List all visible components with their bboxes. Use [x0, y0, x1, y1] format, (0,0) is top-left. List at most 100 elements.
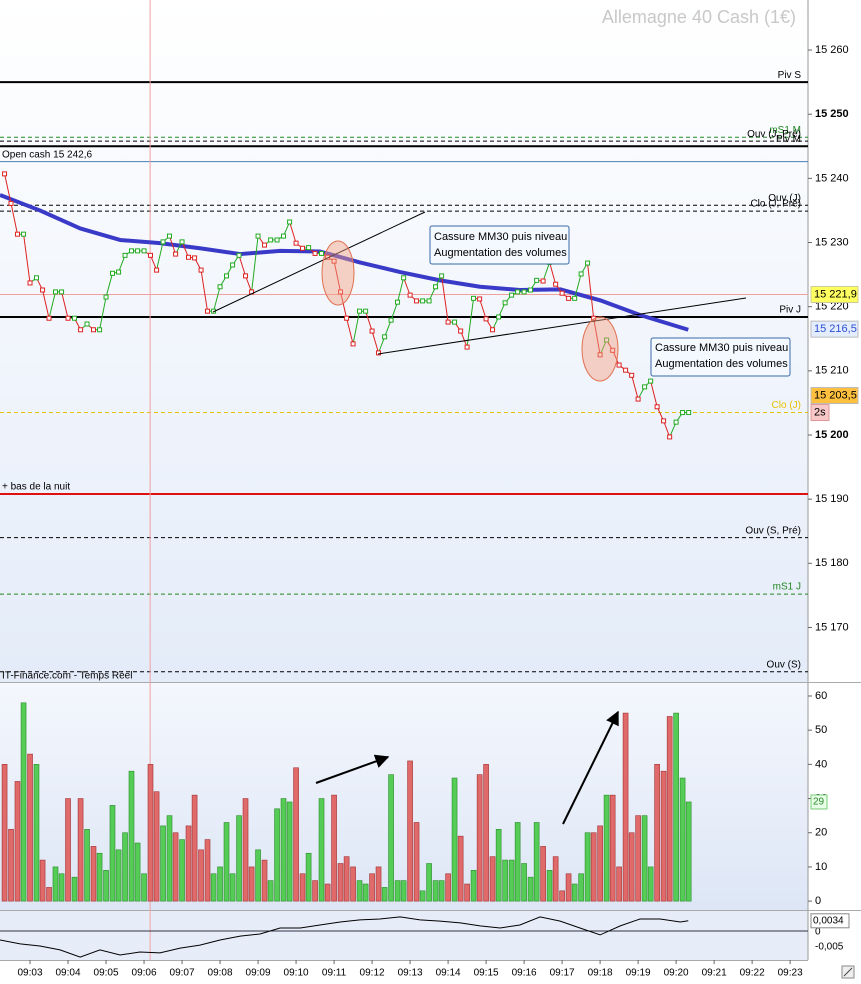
price-point [439, 273, 445, 279]
volume-bar [261, 859, 268, 902]
price-point [179, 239, 185, 245]
price-point [262, 242, 268, 248]
price-point [224, 273, 230, 279]
level-label: Ouv (S, Pré) [745, 525, 801, 536]
annotation-box [429, 225, 570, 265]
cursor-label-box [810, 285, 859, 303]
volume-bar [381, 887, 388, 902]
price-point [673, 419, 679, 425]
volume-bar [331, 794, 337, 902]
volume-bar [622, 712, 629, 902]
volume-bar [590, 832, 597, 902]
level-label: Ouv (S) [767, 659, 801, 670]
price-point [274, 237, 280, 243]
price-point [357, 308, 363, 314]
price-point [471, 295, 477, 301]
price-point [122, 252, 128, 258]
volume-bar [52, 866, 59, 902]
price-segment [466, 298, 475, 348]
price-segment [4, 173, 12, 204]
level-label: + bas de la nuit [2, 482, 70, 493]
volume-bar [191, 794, 198, 902]
volume-bar [400, 880, 407, 902]
price-point [578, 271, 584, 277]
price-point [52, 289, 58, 295]
volume-bar [293, 767, 299, 902]
volume-bar [141, 873, 147, 902]
volume-bar [33, 764, 40, 902]
x-tick-label: 09:12 [360, 968, 385, 979]
y-tick-label: 15 190 [815, 493, 849, 505]
volume-bar [603, 794, 610, 902]
price-point [90, 327, 96, 333]
volume-bar [685, 801, 692, 902]
price-segment [23, 234, 31, 284]
price-point [154, 267, 160, 273]
volume-bar [58, 873, 65, 902]
price-point [635, 396, 641, 402]
price-point [528, 287, 534, 293]
volume-bar [666, 716, 673, 902]
level-label: Piv J [779, 305, 801, 316]
price-segment [403, 277, 411, 296]
price-point [445, 319, 451, 325]
price-segment [542, 262, 551, 282]
y-tick-label: 15 200 [815, 429, 849, 441]
volume-bar [115, 849, 122, 902]
price-point [597, 352, 603, 358]
level-label: mS1 M [769, 125, 801, 136]
price-point [281, 233, 287, 239]
volume-bar [489, 856, 496, 902]
y-tick-label: 15 220 [815, 301, 849, 313]
price-point [338, 289, 344, 295]
price-point [2, 171, 8, 177]
price-segment [181, 241, 189, 258]
annotation-box [650, 337, 791, 377]
level-label: Piv M [776, 134, 801, 145]
x-tick-label: 09:06 [132, 968, 157, 979]
price-point [509, 292, 515, 298]
price-point [40, 287, 46, 293]
price-segment [289, 221, 297, 244]
volume-bar [426, 863, 432, 902]
price-segment [479, 298, 487, 320]
volume-bar [407, 760, 413, 902]
y-tick-label: 20 [815, 827, 827, 839]
price-point [198, 267, 204, 273]
timer: 2s [814, 406, 826, 418]
level-label: Ouv (J) [768, 193, 801, 204]
price-point [287, 219, 293, 225]
price-point [243, 273, 249, 279]
y-tick-label: 15 210 [815, 365, 849, 377]
price-label: 15 203,5 [814, 389, 857, 401]
price-point [217, 284, 223, 290]
level-label: Piv S [778, 70, 802, 81]
x-tick-label: 09:11 [322, 968, 347, 979]
level-label: Clo (J) [772, 400, 801, 411]
volume-bar [375, 866, 382, 902]
price-point [27, 280, 33, 286]
volume-bar [280, 798, 287, 902]
price-segment [397, 277, 405, 303]
price-point [566, 295, 572, 301]
level-label: Clo (J, Pré) [750, 199, 801, 210]
price-segment [549, 262, 557, 285]
volume-bar [527, 876, 534, 902]
y-tick-label: 60 [815, 690, 827, 702]
volume-bar [495, 829, 502, 902]
x-tick-label: 09:20 [664, 968, 689, 979]
volume-bar [457, 835, 464, 902]
y-tick-label: -0,005 [815, 942, 844, 953]
price-segment [213, 286, 221, 312]
price-point [407, 292, 413, 298]
volume-bar [210, 873, 217, 902]
price-segment [99, 296, 107, 330]
volume-bar [502, 859, 508, 902]
price-point [65, 315, 71, 321]
y-tick-label: 40 [815, 758, 827, 770]
x-tick-label: 09:05 [94, 968, 119, 979]
volume-bar [160, 825, 166, 902]
price-point [414, 298, 420, 304]
y-tick-label: 15 250 [815, 108, 849, 120]
volume-bar [571, 883, 578, 902]
